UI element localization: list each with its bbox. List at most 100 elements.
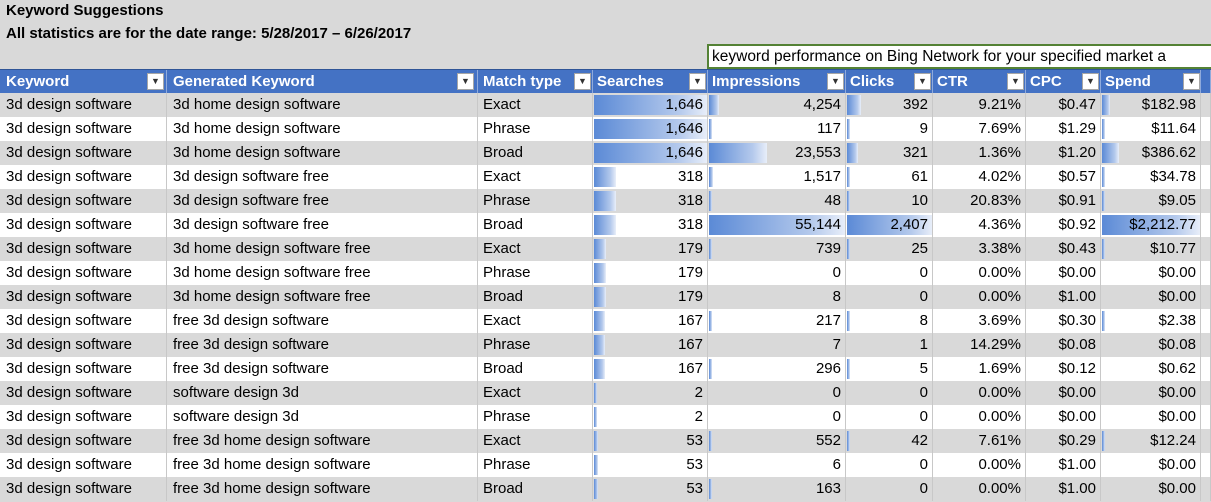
cell-impressions[interactable]: 163 bbox=[708, 477, 846, 501]
cell-keyword[interactable]: 3d design software bbox=[0, 141, 167, 165]
cell-impressions[interactable]: 8 bbox=[708, 285, 846, 309]
cell-ctr[interactable]: 1.69% bbox=[933, 357, 1026, 381]
cell-clicks[interactable]: 0 bbox=[846, 285, 933, 309]
cell-impressions[interactable]: 117 bbox=[708, 117, 846, 141]
cell-keyword[interactable]: 3d design software bbox=[0, 381, 167, 405]
cell-match-type[interactable]: Exact bbox=[478, 381, 593, 405]
cell-generated-keyword[interactable]: 3d design software free bbox=[167, 189, 478, 213]
cell-next-column[interactable] bbox=[1201, 429, 1211, 453]
cell-next-column[interactable] bbox=[1201, 141, 1211, 165]
cell-next-column[interactable] bbox=[1201, 93, 1211, 117]
cell-clicks[interactable]: 392 bbox=[846, 93, 933, 117]
cell-match-type[interactable]: Broad bbox=[478, 141, 593, 165]
cell-clicks[interactable]: 0 bbox=[846, 381, 933, 405]
cell-keyword[interactable]: 3d design software bbox=[0, 261, 167, 285]
cell-clicks[interactable]: 61 bbox=[846, 165, 933, 189]
cell-ctr[interactable]: 3.38% bbox=[933, 237, 1026, 261]
cell-ctr[interactable]: 9.21% bbox=[933, 93, 1026, 117]
cell-cpc[interactable]: $1.20 bbox=[1026, 141, 1101, 165]
cell-next-column[interactable] bbox=[1201, 381, 1211, 405]
cell-cpc[interactable]: $0.91 bbox=[1026, 189, 1101, 213]
cell-cpc[interactable]: $1.00 bbox=[1026, 477, 1101, 501]
cell-keyword[interactable]: 3d design software bbox=[0, 453, 167, 477]
cell-cpc[interactable]: $1.29 bbox=[1026, 117, 1101, 141]
cell-match-type[interactable]: Phrase bbox=[478, 189, 593, 213]
filter-dropdown-icon[interactable]: ▼ bbox=[147, 73, 164, 90]
cell-spend[interactable]: $0.00 bbox=[1101, 477, 1201, 501]
cell-generated-keyword[interactable]: 3d home design software free bbox=[167, 237, 478, 261]
cell-keyword[interactable]: 3d design software bbox=[0, 405, 167, 429]
cell-generated-keyword[interactable]: free 3d design software bbox=[167, 309, 478, 333]
cell-match-type[interactable]: Phrase bbox=[478, 261, 593, 285]
cell-generated-keyword[interactable]: software design 3d bbox=[167, 405, 478, 429]
cell-keyword[interactable]: 3d design software bbox=[0, 165, 167, 189]
cell-cpc[interactable]: $0.43 bbox=[1026, 237, 1101, 261]
cell-ctr[interactable]: 14.29% bbox=[933, 333, 1026, 357]
column-header-cpc[interactable]: CPC ▼ bbox=[1026, 70, 1101, 94]
cell-match-type[interactable]: Phrase bbox=[478, 453, 593, 477]
filter-dropdown-icon[interactable]: ▼ bbox=[1007, 73, 1024, 90]
cell-keyword[interactable]: 3d design software bbox=[0, 333, 167, 357]
filter-dropdown-icon[interactable]: ▼ bbox=[689, 73, 706, 90]
cell-match-type[interactable]: Broad bbox=[478, 213, 593, 237]
column-header-next[interactable] bbox=[1201, 70, 1211, 94]
cell-keyword[interactable]: 3d design software bbox=[0, 237, 167, 261]
cell-keyword[interactable]: 3d design software bbox=[0, 429, 167, 453]
filter-dropdown-icon[interactable]: ▼ bbox=[827, 73, 844, 90]
cell-next-column[interactable] bbox=[1201, 477, 1211, 501]
filter-dropdown-icon[interactable]: ▼ bbox=[457, 73, 474, 90]
cell-ctr[interactable]: 0.00% bbox=[933, 453, 1026, 477]
cell-generated-keyword[interactable]: 3d home design software bbox=[167, 93, 478, 117]
cell-ctr[interactable]: 1.36% bbox=[933, 141, 1026, 165]
cell-searches[interactable]: 167 bbox=[593, 357, 708, 381]
cell-impressions[interactable]: 6 bbox=[708, 453, 846, 477]
cell-match-type[interactable]: Exact bbox=[478, 309, 593, 333]
cell-impressions[interactable]: 552 bbox=[708, 429, 846, 453]
cell-keyword[interactable]: 3d design software bbox=[0, 357, 167, 381]
cell-next-column[interactable] bbox=[1201, 357, 1211, 381]
cell-clicks[interactable]: 2,407 bbox=[846, 213, 933, 237]
cell-impressions[interactable]: 1,517 bbox=[708, 165, 846, 189]
column-header-match-type[interactable]: Match type ▼ bbox=[478, 70, 593, 94]
cell-generated-keyword[interactable]: 3d home design software bbox=[167, 117, 478, 141]
cell-searches[interactable]: 53 bbox=[593, 477, 708, 501]
cell-searches[interactable]: 318 bbox=[593, 189, 708, 213]
selected-cell-note[interactable]: keyword performance on Bing Network for … bbox=[707, 44, 1211, 69]
cell-cpc[interactable]: $0.00 bbox=[1026, 381, 1101, 405]
cell-clicks[interactable]: 10 bbox=[846, 189, 933, 213]
cell-spend[interactable]: $2.38 bbox=[1101, 309, 1201, 333]
cell-match-type[interactable]: Exact bbox=[478, 165, 593, 189]
cell-match-type[interactable]: Exact bbox=[478, 429, 593, 453]
cell-impressions[interactable]: 296 bbox=[708, 357, 846, 381]
cell-clicks[interactable]: 8 bbox=[846, 309, 933, 333]
cell-generated-keyword[interactable]: free 3d home design software bbox=[167, 453, 478, 477]
cell-cpc[interactable]: $0.29 bbox=[1026, 429, 1101, 453]
filter-dropdown-icon[interactable]: ▼ bbox=[1183, 73, 1200, 90]
cell-clicks[interactable]: 9 bbox=[846, 117, 933, 141]
cell-spend[interactable]: $34.78 bbox=[1101, 165, 1201, 189]
cell-ctr[interactable]: 4.02% bbox=[933, 165, 1026, 189]
column-header-keyword[interactable]: Keyword ▼ bbox=[0, 70, 167, 94]
cell-impressions[interactable]: 7 bbox=[708, 333, 846, 357]
cell-next-column[interactable] bbox=[1201, 237, 1211, 261]
cell-next-column[interactable] bbox=[1201, 285, 1211, 309]
cell-generated-keyword[interactable]: 3d home design software free bbox=[167, 285, 478, 309]
column-header-ctr[interactable]: CTR ▼ bbox=[933, 70, 1026, 94]
cell-next-column[interactable] bbox=[1201, 309, 1211, 333]
cell-keyword[interactable]: 3d design software bbox=[0, 477, 167, 501]
cell-match-type[interactable]: Broad bbox=[478, 285, 593, 309]
column-header-spend[interactable]: Spend ▼ bbox=[1101, 70, 1201, 94]
cell-spend[interactable]: $0.00 bbox=[1101, 285, 1201, 309]
cell-spend[interactable]: $182.98 bbox=[1101, 93, 1201, 117]
cell-match-type[interactable]: Broad bbox=[478, 357, 593, 381]
filter-dropdown-icon[interactable]: ▼ bbox=[914, 73, 931, 90]
cell-spend[interactable]: $10.77 bbox=[1101, 237, 1201, 261]
cell-spend[interactable]: $0.62 bbox=[1101, 357, 1201, 381]
cell-ctr[interactable]: 0.00% bbox=[933, 381, 1026, 405]
cell-match-type[interactable]: Broad bbox=[478, 477, 593, 501]
cell-spend[interactable]: $9.05 bbox=[1101, 189, 1201, 213]
cell-generated-keyword[interactable]: 3d home design software bbox=[167, 141, 478, 165]
cell-next-column[interactable] bbox=[1201, 213, 1211, 237]
cell-generated-keyword[interactable]: 3d design software free bbox=[167, 165, 478, 189]
cell-ctr[interactable]: 0.00% bbox=[933, 285, 1026, 309]
